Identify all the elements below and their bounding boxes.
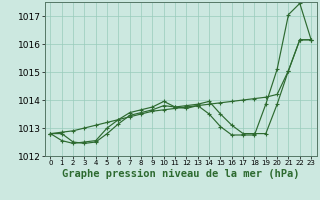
X-axis label: Graphe pression niveau de la mer (hPa): Graphe pression niveau de la mer (hPa) xyxy=(62,169,300,179)
